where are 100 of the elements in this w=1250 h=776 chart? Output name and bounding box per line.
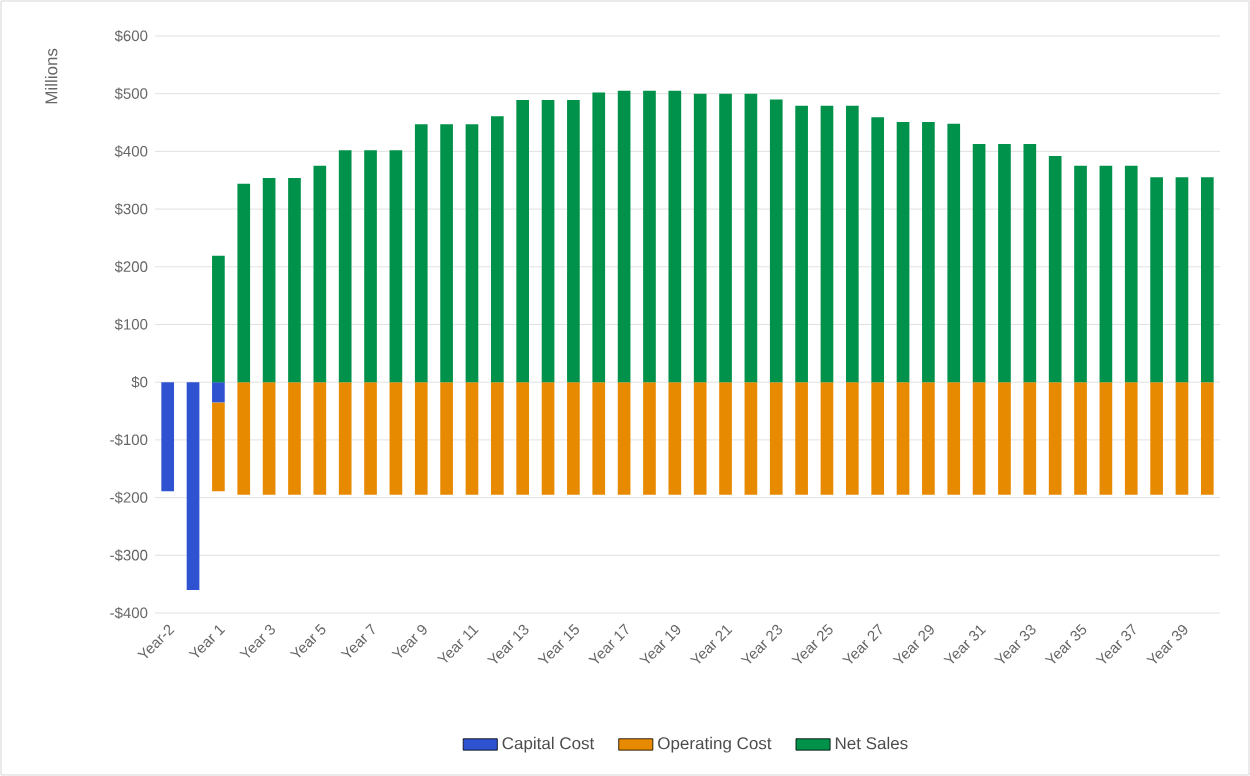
bar: [1023, 382, 1037, 495]
bar: [212, 382, 225, 403]
x-tick-label: Year 37: [1095, 623, 1136, 664]
bar: [1175, 177, 1189, 383]
bar: [972, 143, 986, 383]
bar: [262, 382, 276, 495]
bar: [389, 382, 403, 495]
bar: [693, 93, 707, 383]
bar: [617, 382, 631, 495]
bar: [567, 382, 580, 495]
bar: [592, 382, 606, 495]
bar: [465, 382, 479, 495]
bar: [947, 382, 961, 495]
bar: [947, 123, 961, 383]
bar: [922, 121, 935, 383]
bar: [972, 382, 986, 495]
bar: [744, 382, 758, 495]
bar: [440, 124, 453, 383]
bar: [845, 382, 859, 495]
bar: [338, 150, 352, 383]
bar: [744, 93, 758, 383]
y-tick-label: $500: [114, 87, 148, 100]
bar: [212, 255, 225, 383]
bar: [1200, 177, 1214, 383]
bar: [237, 183, 251, 383]
y-tick-label: -$200: [110, 491, 148, 504]
bar: [389, 150, 403, 383]
x-tick-label: Year 25: [791, 623, 833, 664]
bar: [693, 382, 707, 495]
bar: [1074, 165, 1087, 383]
x-tick-label: Year 33: [993, 624, 1036, 664]
bar: [1150, 177, 1163, 383]
bar: [541, 100, 555, 383]
bar: [998, 382, 1011, 495]
bar: [465, 124, 479, 383]
legend-label: Net Sales: [835, 736, 908, 750]
bar: [795, 382, 808, 495]
bar: [769, 382, 783, 495]
x-tick-label: Year 21: [689, 625, 733, 664]
x-tick-label: Year 7: [340, 623, 375, 658]
bar: [490, 116, 504, 383]
bar: [414, 124, 428, 383]
bar: [1099, 165, 1113, 383]
y-tick-label: $300: [114, 203, 148, 216]
x-tick-label: Year 3: [239, 624, 275, 658]
x-tick-label: Year 15: [537, 623, 579, 664]
bar: [871, 382, 885, 495]
bar: [922, 382, 935, 495]
bar: [845, 105, 859, 383]
y-tick-label: $600: [114, 29, 148, 43]
bar: [820, 105, 834, 383]
x-tick-label: Year 31: [943, 625, 986, 664]
y-tick-label: -$100: [110, 433, 148, 446]
x-tick-label: Year 11: [436, 625, 479, 663]
bar: [769, 99, 783, 383]
bar: [643, 90, 656, 383]
bar: [161, 382, 175, 492]
bar: [1074, 382, 1087, 495]
bar: [516, 382, 530, 495]
bar: [1099, 382, 1113, 495]
bar: [237, 382, 251, 495]
bar: [643, 382, 656, 495]
bar: [490, 382, 504, 495]
bar: [288, 177, 301, 383]
x-tick-label: Year 5: [289, 623, 326, 658]
bar: [516, 100, 530, 383]
bar: [1150, 382, 1163, 495]
x-tick-label: Year 17: [588, 623, 629, 664]
bar: [617, 90, 631, 383]
legend-label: Capital Cost: [502, 736, 595, 753]
bar: [440, 382, 453, 495]
legend-label: Operating Cost: [658, 736, 772, 753]
bar: [364, 150, 377, 383]
bar: [1048, 382, 1062, 495]
bar: [212, 402, 225, 492]
x-tick-label: Year 29: [892, 624, 934, 664]
x-tick-label: Year 1: [188, 625, 226, 658]
bar: [896, 382, 910, 495]
bar: [668, 90, 682, 383]
bar: [1048, 156, 1062, 383]
bar: [567, 100, 580, 383]
bar: [541, 382, 555, 495]
y-tick-label: -$400: [110, 606, 148, 620]
bar: [1124, 165, 1138, 383]
x-tick-label: Year 35: [1044, 623, 1087, 664]
x-tick-label: Year 19: [639, 624, 681, 664]
bar: [1175, 382, 1189, 495]
bar: [313, 382, 327, 495]
bar: [313, 165, 327, 383]
bar: [364, 382, 377, 495]
bar: [871, 117, 885, 383]
bar: [414, 382, 428, 495]
bar: [719, 382, 732, 495]
x-tick-label: Year 23: [740, 624, 783, 664]
y-tick-label: $0: [131, 376, 148, 389]
x-tick-label: Year 27: [841, 623, 883, 664]
bar: [795, 105, 808, 383]
bar: [186, 382, 200, 590]
bar: [288, 382, 301, 495]
y-tick-label: $400: [114, 145, 148, 158]
